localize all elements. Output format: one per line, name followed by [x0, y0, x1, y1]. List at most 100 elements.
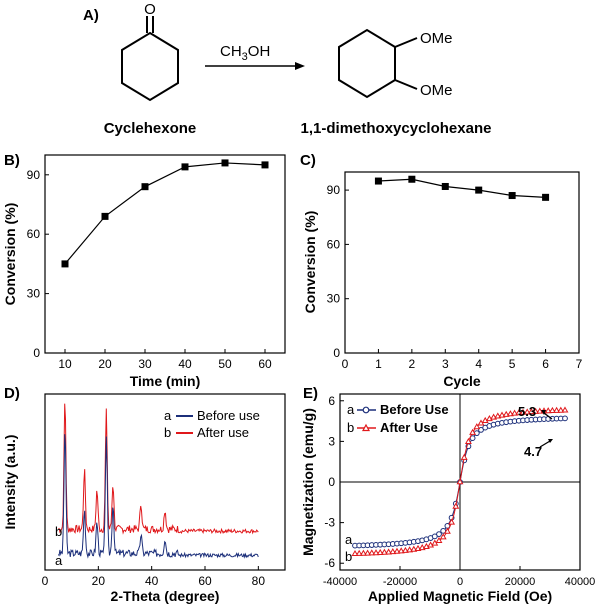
product-ring [338, 28, 396, 99]
reagent-label: CH3OH [220, 43, 270, 63]
panel-c-xtick-label: 3 [442, 357, 449, 371]
panel-e-point-b [561, 406, 569, 413]
panel-c-xlabel: Cycle [443, 373, 481, 389]
ome-bond-bottom [394, 79, 418, 90]
panel-e-point-b [389, 548, 397, 555]
curve-label-d-a: a [55, 553, 63, 568]
panel-e-point-b [359, 549, 367, 556]
reaction-arrow-head [295, 62, 305, 70]
panel-c-xtick-label: 2 [409, 357, 416, 371]
panel-c-xtick-label: 6 [542, 357, 549, 371]
panel-e-point-b [473, 423, 481, 430]
panel-e-ytick-label: 6 [328, 394, 335, 408]
annotation-5-3: 5.3 [518, 404, 536, 419]
panel-e-point-b [523, 408, 531, 415]
panel-c-ytick-label: 60 [327, 237, 341, 251]
panel-b-ylabel: Conversion (%) [2, 203, 18, 306]
panel-e-point-a [562, 415, 568, 422]
panel-c-chart: C) 0 1 2 3 4 5 6 7 0 30 60 90 Cycle Conversion (%) [300, 152, 583, 389]
panel-d-frame [44, 393, 286, 571]
panel-e-ytick-label: 0 [328, 475, 335, 489]
panel-e-ytick-label: -6 [324, 556, 335, 570]
panel-e-point-a [440, 527, 447, 534]
panel-d-xtick-label: 60 [198, 574, 212, 588]
panel-e-point-b [393, 547, 401, 554]
reactant-name: Cyclehexone [104, 120, 197, 137]
panel-e-point-b [385, 548, 393, 555]
panel-b-xlabel: Time (min) [130, 373, 201, 389]
panel-c-data-point [475, 186, 483, 194]
cyclohexanone-ring [121, 31, 179, 102]
annotation-arrow-5-3 [543, 412, 553, 420]
panel-c-xtick-label: 5 [509, 357, 516, 371]
panel-e-point-b [519, 408, 527, 415]
panel-e-point-b [355, 549, 363, 556]
scheme-panel: A) O Cyclehexone CH3OH OMe OMe 1,1-dimet… [83, 1, 491, 137]
panel-e-point-a [431, 533, 438, 540]
panel-e-point-b [469, 428, 477, 435]
panel-e-xtick-label: 20000 [505, 576, 536, 588]
panel-e-point-b [553, 406, 561, 413]
panel-e-point-b [460, 453, 468, 460]
panel-e-point-a [436, 531, 442, 538]
panel-b-chart: B) 10 20 30 40 50 60 0 30 60 90 Time (min) Conver… [2, 152, 286, 389]
panel-d-marks: 0 20 40 60 80 [42, 403, 266, 588]
curve-label-e-a: a [345, 532, 353, 547]
panel-e-point-b [557, 406, 565, 413]
panel-d-xtick-label: 20 [92, 574, 106, 588]
panel-e-xtick-label: 0 [457, 576, 463, 588]
panel-d-curve-before [57, 434, 259, 559]
panel-e-point-a [473, 430, 480, 437]
panel-b-frame [44, 154, 286, 354]
panel-c-xtick-label: 1 [375, 357, 382, 371]
panel-e-point-b [397, 547, 405, 554]
panel-b-data-point [181, 163, 189, 171]
panel-c-xtick-label: 4 [475, 357, 482, 371]
panel-e-point-b [439, 533, 447, 540]
panel-e-point-b [368, 549, 376, 556]
panel-e-chart: E) -40000 -20000 0 20000 40000 -6 -3 0 3 6 a Befo… [300, 385, 595, 604]
panel-b-xtick-label: 30 [138, 357, 152, 371]
panel-d-xtick-label: 0 [42, 574, 49, 588]
ome-bond-top [394, 37, 418, 48]
panel-b-xtick-label: 20 [98, 357, 112, 371]
panel-e-point-b [511, 409, 519, 416]
panel-e-point-b [506, 410, 514, 417]
panel-e-marks: -40000 -20000 0 20000 40000 -6 -3 0 3 6 [323, 394, 595, 588]
legend-e-marker-a [362, 406, 370, 414]
panel-label-b: B) [4, 152, 20, 169]
panel-b-ytick-label: 0 [33, 346, 40, 360]
panel-b-xtick-label: 50 [218, 357, 232, 371]
panel-e-point-b [406, 546, 414, 553]
panel-e-point-b [364, 549, 372, 556]
panel-label-e: E) [303, 385, 318, 402]
panel-b-xtick-label: 40 [178, 357, 192, 371]
panel-label-a: A) [83, 7, 99, 24]
panel-e-point-b [456, 478, 464, 485]
panel-c-frame [344, 171, 580, 354]
panel-e-point-b [401, 546, 409, 553]
panel-e-xtick-label: -40000 [323, 576, 357, 588]
panel-c-ytick-label: 30 [327, 292, 341, 306]
panel-b-series-line [64, 162, 266, 265]
panel-e-ytick-label: 3 [328, 434, 335, 448]
panel-e-point-b [448, 518, 456, 525]
panel-d-curve-after [57, 403, 259, 535]
panel-b-data-point [221, 159, 229, 167]
panel-e-point-b [527, 408, 535, 415]
panel-e-point-b [464, 437, 472, 445]
panel-c-ylabel: Conversion (%) [302, 211, 318, 314]
panel-b-ytick-label: 30 [27, 287, 41, 301]
panel-e-point-b [515, 409, 523, 416]
panel-e-point-b [372, 549, 380, 556]
panel-c-data-point [374, 177, 382, 185]
product-name: 1,1-dimethoxycyclohexane [301, 120, 492, 137]
panel-c-data-point [408, 175, 416, 183]
panel-e-ytick-label: -3 [324, 516, 335, 530]
panel-e-xtick-label: -20000 [383, 576, 417, 588]
legend-e-name-b: After Use [380, 420, 438, 435]
legend-d-key-a: a [164, 408, 172, 423]
panel-d-xtick-label: 80 [252, 574, 266, 588]
panel-b-data-point [261, 161, 269, 169]
panel-c-marks: 0 1 2 3 4 5 6 7 0 30 60 90 [327, 175, 583, 371]
